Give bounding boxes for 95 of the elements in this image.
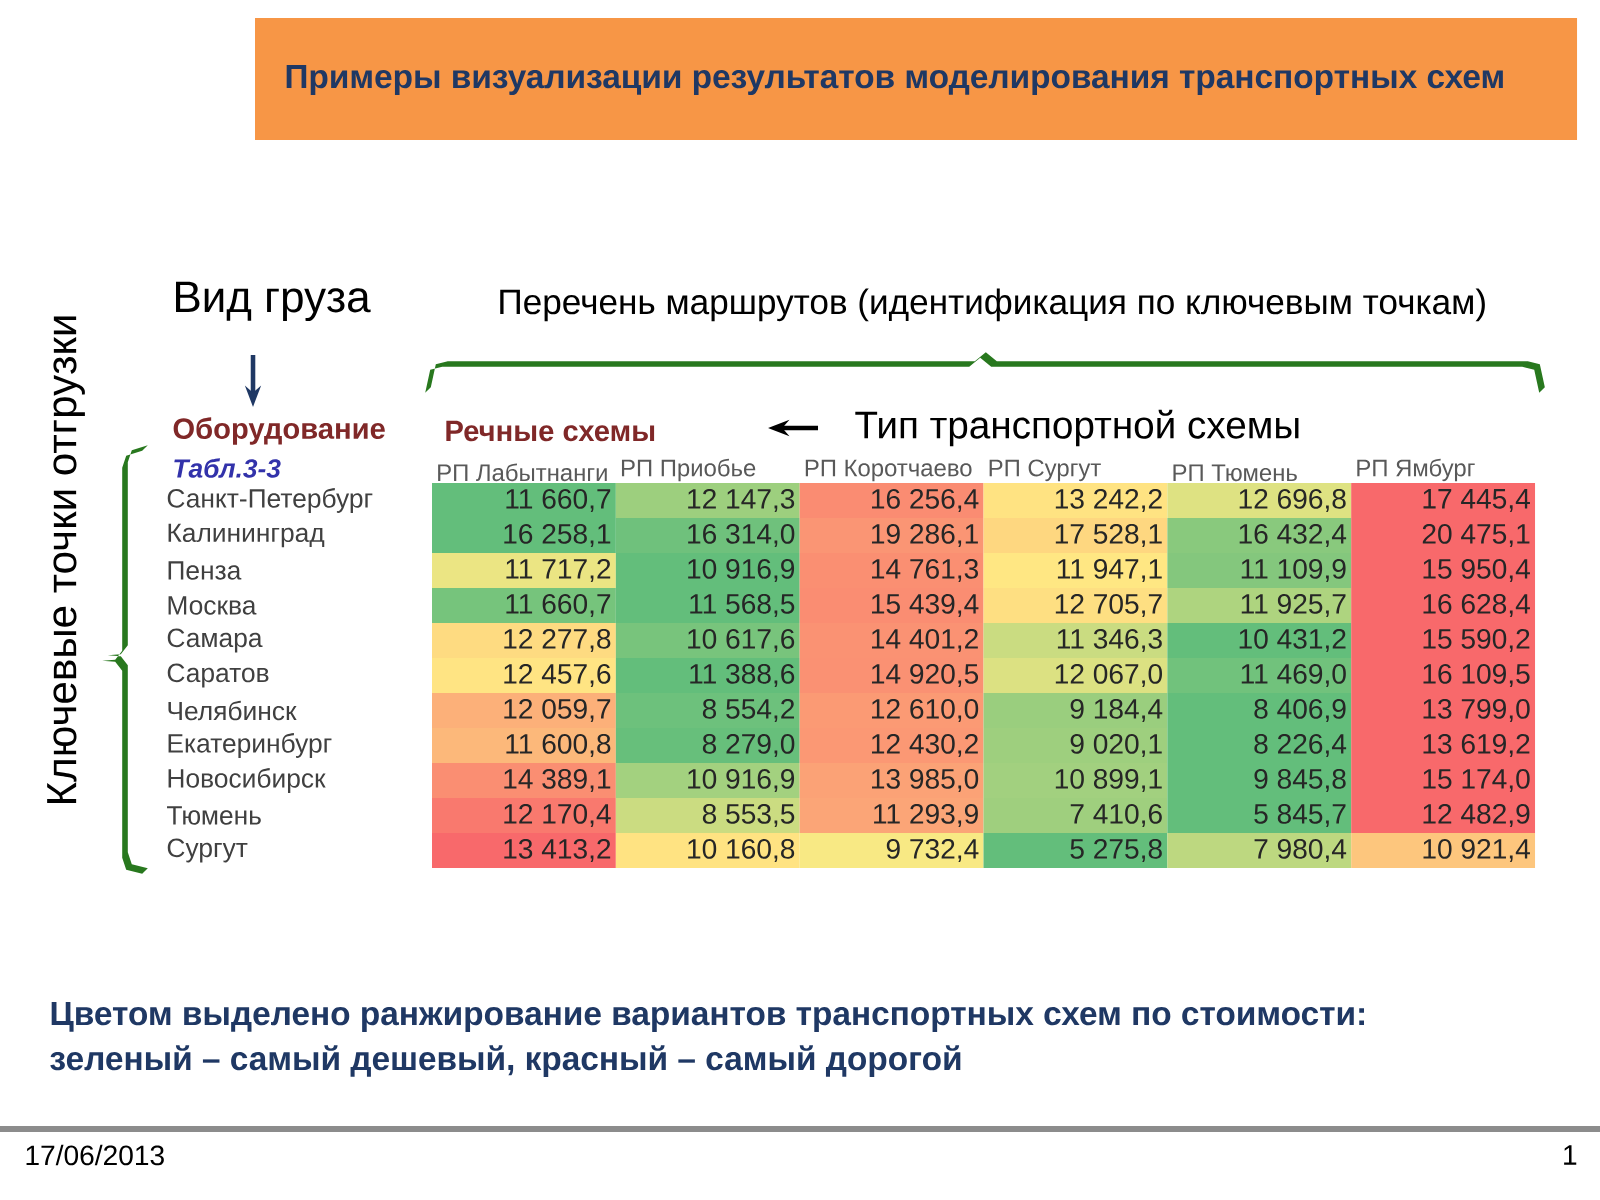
- data-label: 16 109,5: [1423, 663, 1530, 688]
- data-label: 19 286,1: [872, 523, 978, 548]
- data-label: 8 279,0: [702, 733, 795, 758]
- y-axis-title: Ключевые точки отгрузки: [47, 316, 85, 803]
- data-label: 9 845,8: [1254, 768, 1346, 793]
- text: Табл.3-3: [174, 458, 281, 478]
- data-label: 20 475,1: [1422, 523, 1530, 548]
- data-label: 9 184,4: [1070, 698, 1163, 723]
- data-label: 11 293,9: [874, 803, 978, 828]
- data-label: 5 845,7: [1254, 803, 1346, 828]
- data-label: 13 799,0: [1423, 698, 1530, 723]
- y-tick-label: Новосибирск: [168, 768, 326, 793]
- data-label: 12 170,4: [504, 803, 611, 828]
- data-label: 10 160,8: [688, 838, 795, 863]
- x-tick-label: РП Ямбург: [1357, 458, 1475, 482]
- y-tick-label: Екатеринбург: [168, 733, 332, 758]
- y-tick-label: Саратов: [167, 663, 269, 688]
- data-label: 14 920,5: [872, 663, 979, 688]
- x-axis-title: Перечень маршрутов (идентификация по ключевым точкам): [500, 288, 1485, 322]
- data-label: 13 413,2: [504, 838, 611, 863]
- text: Цветом выделено ранжирование вариантов транспортных схем по стоимости:: [51, 1002, 1364, 1032]
- x-tick-label: РП Тюмень: [1173, 464, 1297, 482]
- data-label: 10 617,6: [688, 628, 795, 653]
- chart-title: Примеры визуализации результатов моделирования транспортных схем: [286, 65, 1503, 95]
- data-label: 11 660,7: [506, 488, 611, 513]
- data-label: 8 553,5: [702, 803, 795, 828]
- y-tick-label: Санкт-Петербург: [167, 488, 373, 513]
- data-label: 12 705,7: [1055, 593, 1162, 618]
- y-tick-label: Калининград: [168, 523, 325, 548]
- data-label: 11 388,6: [690, 663, 795, 688]
- data-label: 15 590,2: [1423, 628, 1530, 653]
- data-label: 10 899,1: [1055, 768, 1162, 793]
- data-label: 13 242,2: [1055, 488, 1162, 513]
- data-label: 12 457,6: [504, 663, 611, 688]
- data-label: 13 985,0: [872, 768, 979, 793]
- data-label: 12 059,7: [504, 698, 611, 723]
- data-label: 14 761,3: [872, 558, 979, 583]
- x-tick-label: РП Коротчаево: [805, 459, 972, 482]
- data-label: 8 554,2: [702, 698, 795, 723]
- data-label: 12 277,8: [504, 628, 611, 653]
- data-label: 11 925,7: [1241, 593, 1346, 618]
- data-label: 11 600,8: [506, 733, 611, 758]
- data-label: 12 696,8: [1239, 488, 1346, 513]
- data-label: 15 174,0: [1423, 768, 1530, 793]
- data-label: 14 389,1: [504, 768, 611, 793]
- y-tick-label: Самара: [167, 628, 263, 653]
- data-label: 11 346,3: [1057, 628, 1162, 653]
- data-label: 10 431,2: [1239, 628, 1346, 653]
- text: Речные схемы: [446, 420, 655, 442]
- y-tick-label: Сургут: [167, 838, 248, 863]
- data-label: 5 275,8: [1070, 838, 1162, 863]
- data-label: 11 469,0: [1241, 663, 1346, 688]
- data-label: 16 432,4: [1239, 523, 1347, 548]
- data-label: 8 226,4: [1254, 733, 1347, 758]
- text: зеленый – самый дешевый, красный – самый дорогой: [50, 1045, 961, 1077]
- data-label: 12 147,3: [688, 488, 795, 513]
- data-label: 16 314,0: [688, 523, 795, 548]
- data-label: 14 401,2: [872, 628, 978, 653]
- data-label: 15 439,4: [872, 593, 979, 618]
- y-tick-label: Челябинск: [168, 700, 297, 721]
- data-label: 12 482,9: [1423, 803, 1530, 828]
- data-label: 11 660,7: [506, 593, 611, 618]
- x-tick-label: РП Приобье: [621, 458, 756, 482]
- data-label: 17 445,4: [1423, 489, 1530, 512]
- data-label: 11 109,9: [1241, 558, 1346, 583]
- data-label: 12 067,0: [1055, 663, 1163, 688]
- x-tick-label: РП Лабытнанги: [438, 463, 607, 482]
- data-label: 12 430,2: [872, 733, 978, 758]
- data-label: 15 950,4: [1423, 558, 1530, 583]
- y-tick-label: Тюмень: [167, 806, 261, 825]
- y-tick-label: Москва: [168, 596, 257, 615]
- data-label: 10 916,9: [688, 768, 795, 793]
- data-label: 12 610,0: [872, 698, 979, 723]
- text: Тип транспортной схемы: [855, 409, 1299, 447]
- data-label: 9 732,4: [886, 838, 979, 863]
- x-tick-label: РП Сургут: [989, 459, 1101, 482]
- data-label: 16 258,1: [504, 523, 611, 548]
- data-label: 11 568,5: [690, 593, 795, 618]
- data-label: 16 256,4: [872, 488, 979, 513]
- data-label: 7 980,4: [1254, 838, 1347, 863]
- text: 1: [1564, 1145, 1577, 1165]
- data-label: 16 628,4: [1423, 593, 1530, 618]
- y-tick-label: Пенза: [168, 561, 242, 580]
- data-label: 17 528,1: [1055, 523, 1162, 548]
- data-label: 7 410,6: [1070, 803, 1162, 828]
- text: Оборудование: [173, 417, 385, 445]
- data-label: 11 717,2: [506, 558, 611, 583]
- data-label: 8 406,9: [1254, 698, 1346, 723]
- data-label: 11 947,1: [1057, 558, 1162, 583]
- text: 17/06/2013: [26, 1144, 164, 1166]
- data-label: 9 020,1: [1070, 733, 1162, 758]
- data-label: 10 916,9: [688, 558, 795, 583]
- data-label: 10 921,4: [1423, 838, 1530, 863]
- data-label: 13 619,2: [1423, 733, 1530, 758]
- text: Вид груза: [176, 281, 371, 322]
